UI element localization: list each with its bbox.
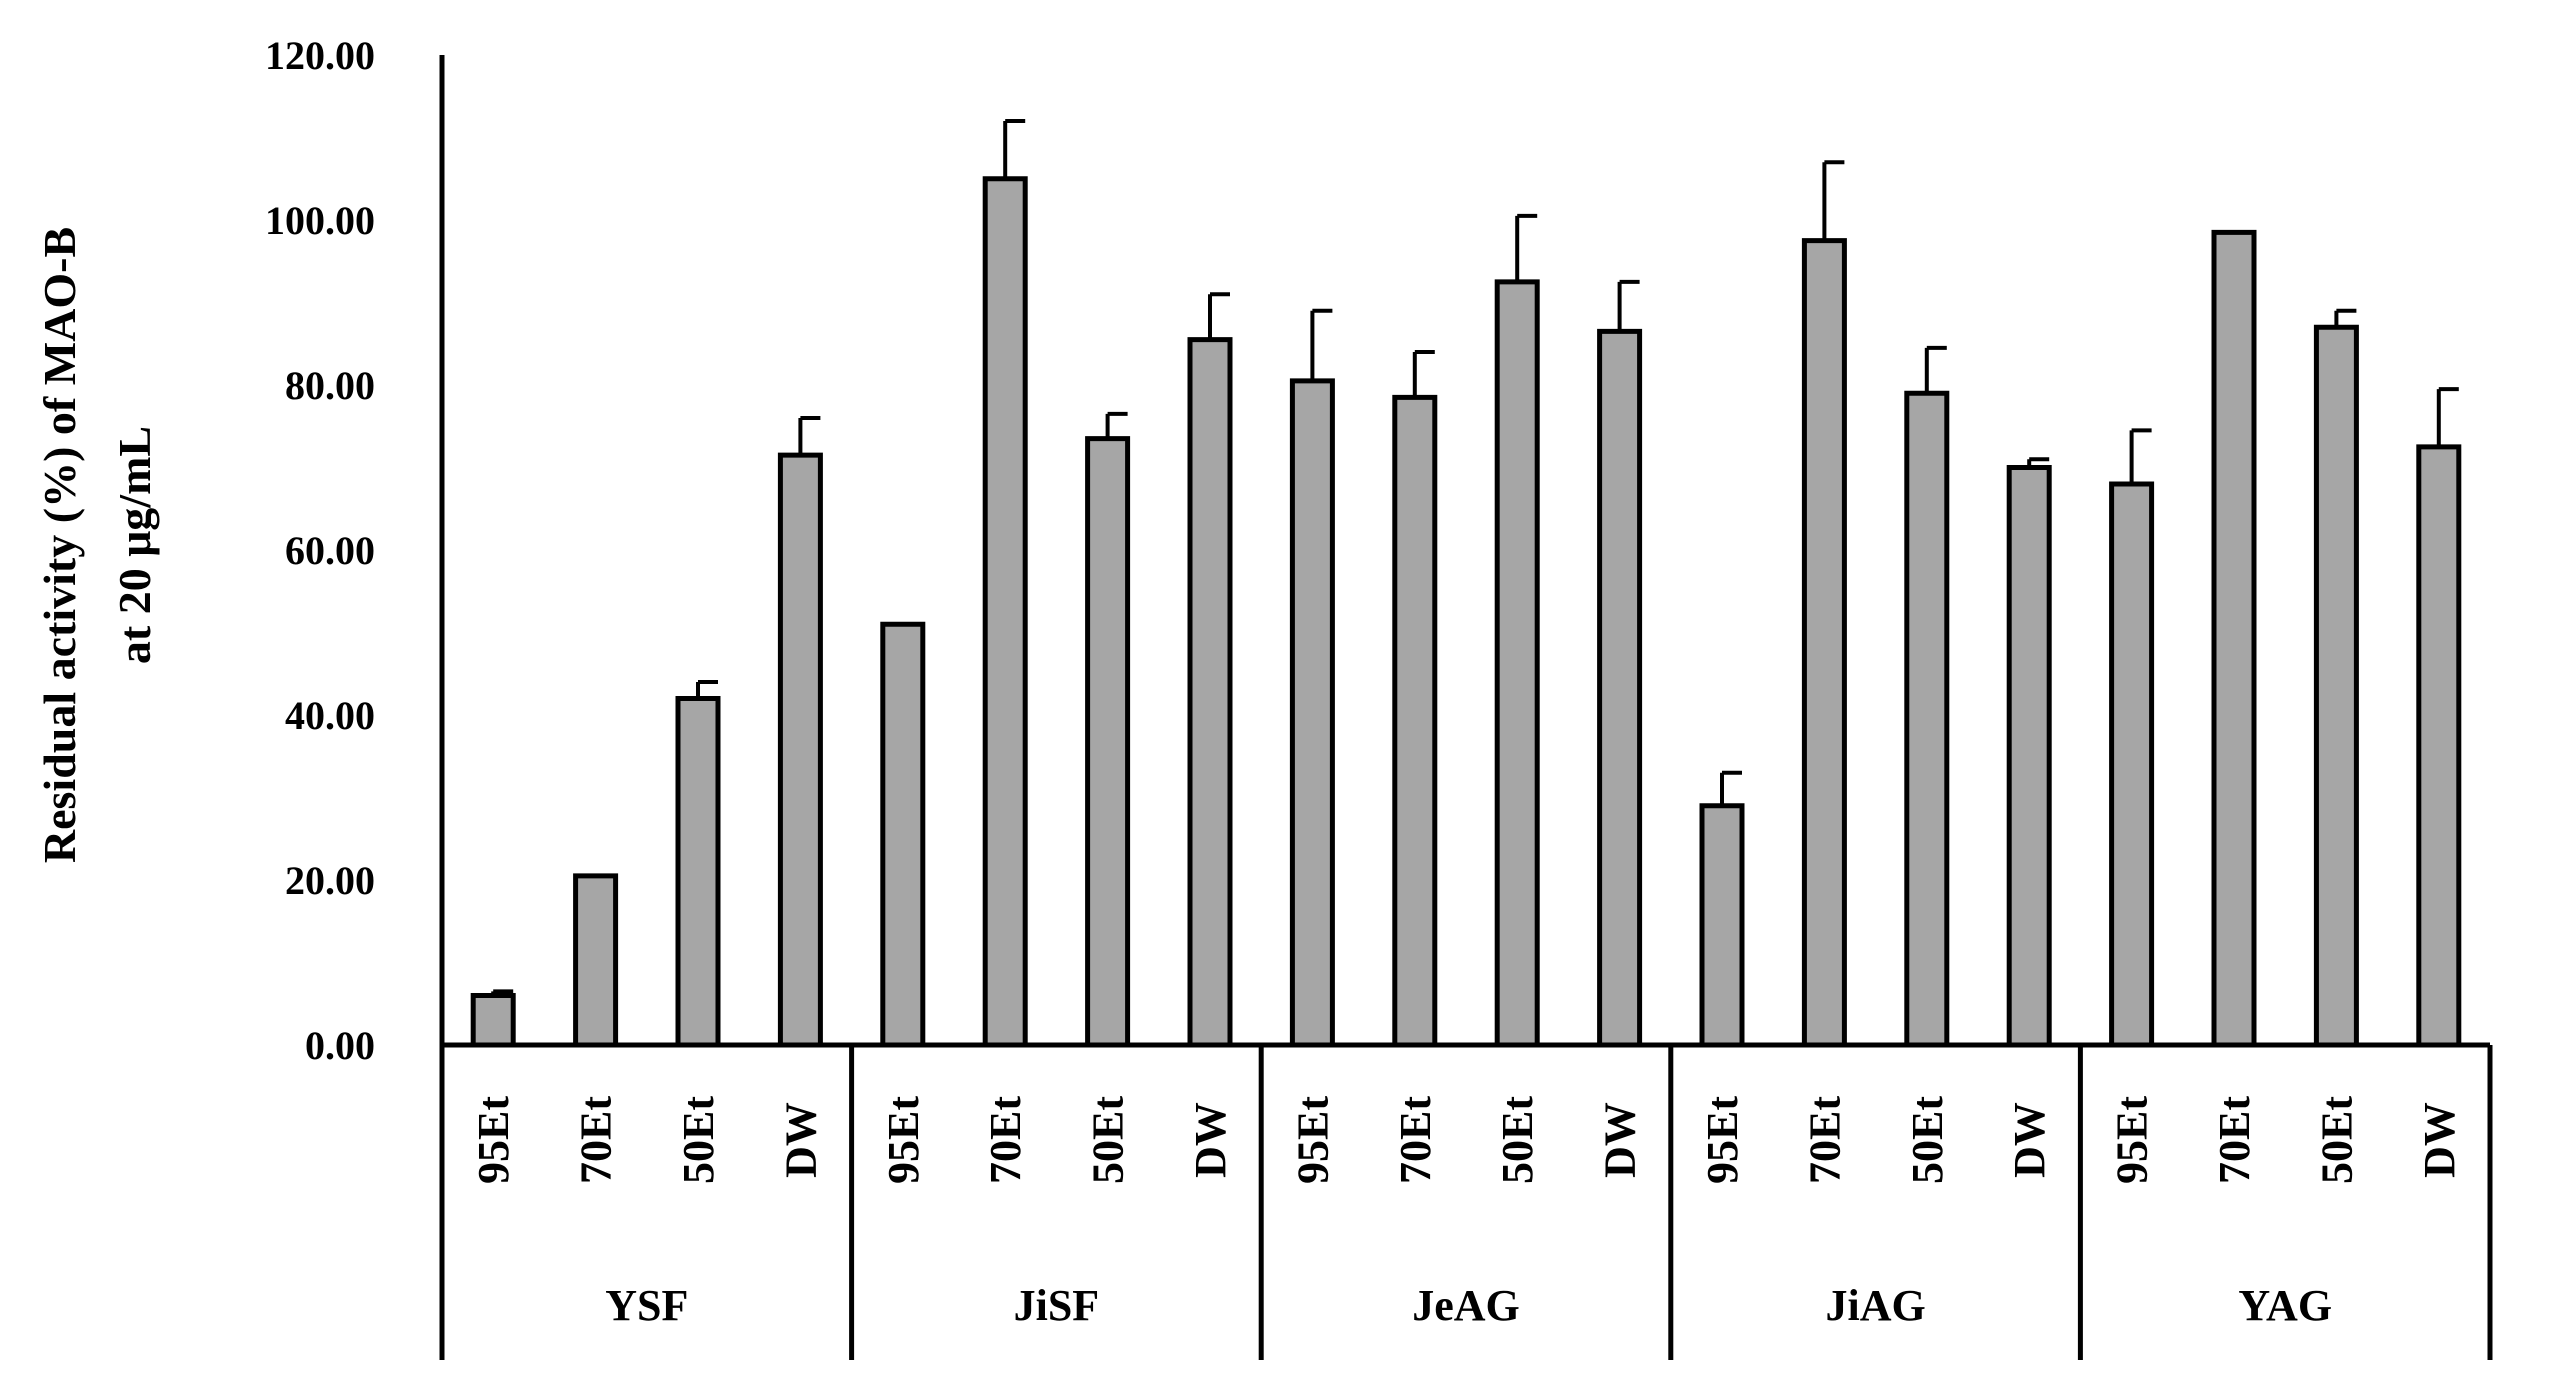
bar	[2109, 481, 2155, 1048]
x-category-label: 50Et	[2312, 1096, 2361, 1184]
error-bar	[1515, 213, 1538, 282]
x-category-label: 70Et	[1391, 1096, 1440, 1184]
y-tick-label: 120.00	[265, 33, 375, 78]
x-category-label: 70Et	[2210, 1096, 2259, 1184]
error-bar	[2027, 457, 2050, 468]
bar	[675, 696, 721, 1048]
x-category-label: 50Et	[1493, 1096, 1542, 1184]
x-category-label: DW	[2415, 1102, 2464, 1178]
axes	[439, 55, 2493, 1360]
x-category-label: 70Et	[572, 1096, 621, 1184]
y-tick-label: 0.00	[305, 1023, 375, 1068]
error-bar	[696, 680, 718, 699]
bar	[2211, 229, 2257, 1048]
y-axis-ticks: 0.00 20.00 40.00 60.00 80.00 100.00 120.00	[265, 33, 375, 1068]
x-group-label: JiAG	[1825, 1281, 1925, 1330]
x-category-label: 50Et	[1903, 1096, 1952, 1184]
x-category-label: DW	[2005, 1102, 2054, 1178]
x-category-label: 70Et	[981, 1096, 1030, 1184]
bar	[1801, 238, 1847, 1048]
bar	[2416, 444, 2462, 1048]
x-category-label: 95Et	[2108, 1096, 2157, 1184]
bar	[1904, 390, 1950, 1048]
x-category-label: 95Et	[879, 1096, 928, 1184]
bar	[470, 993, 516, 1048]
bar	[1597, 328, 1643, 1048]
error-bar	[491, 989, 514, 996]
error-bar	[1105, 411, 1128, 439]
y-tick-label: 60.00	[285, 528, 375, 573]
bar	[1494, 279, 1540, 1048]
bar	[2006, 465, 2052, 1048]
y-tick-label: 20.00	[285, 858, 375, 903]
bar	[573, 873, 619, 1048]
bar	[1289, 378, 1335, 1048]
group-dividers	[849, 1045, 2493, 1360]
x-group-label: YSF	[605, 1281, 688, 1330]
error-bar	[1822, 160, 1845, 241]
x-category-label: 50Et	[1084, 1096, 1133, 1184]
y-tick-label: 100.00	[265, 198, 375, 243]
error-bar	[798, 416, 821, 456]
y-axis-label-line-1: Residual activity (%) of MAO-B	[34, 227, 85, 863]
x-group-label: JiSF	[1014, 1281, 1100, 1330]
x-category-label: DW	[1186, 1102, 1235, 1178]
x-category-label: 95Et	[1288, 1096, 1337, 1184]
error-bar	[1003, 119, 1026, 179]
bars	[470, 176, 2462, 1048]
x-group-label: YAG	[2238, 1281, 2332, 1330]
group-labels: YSF JiSF JeAG JiAG YAG	[605, 1281, 2332, 1330]
bar	[1699, 803, 1745, 1048]
error-bar	[1924, 345, 1947, 394]
error-bar	[1310, 308, 1333, 381]
y-axis-label-line-2: at 20 μg/mL	[109, 426, 160, 664]
bar	[880, 621, 926, 1048]
x-category-label: 95Et	[469, 1096, 518, 1184]
error-bar	[2129, 428, 2152, 484]
bar	[1187, 337, 1233, 1048]
x-category-label: DW	[776, 1102, 825, 1178]
y-axis-label: Residual activity (%) of MAO-B at 20 μg/…	[34, 227, 160, 863]
bar	[1392, 394, 1438, 1048]
bar	[1085, 436, 1131, 1048]
error-bar	[2334, 308, 2357, 328]
error-bars	[491, 119, 2459, 996]
x-category-label: 70Et	[1800, 1096, 1849, 1184]
error-bar	[1720, 770, 1742, 806]
x-category-label: DW	[1596, 1102, 1645, 1178]
y-tick-label: 80.00	[285, 363, 375, 408]
bar	[2313, 324, 2359, 1048]
y-tick-label: 40.00	[285, 693, 375, 738]
x-group-label: JeAG	[1412, 1281, 1520, 1330]
bar	[777, 452, 823, 1048]
error-bar	[2436, 387, 2459, 447]
error-bar	[1208, 292, 1230, 340]
category-labels: 95Et 70Et 50Et DW 95Et 70Et 50Et DW 95Et 70Et 50Et…	[469, 1096, 2464, 1184]
error-bar	[1412, 350, 1435, 398]
error-bar	[1617, 279, 1640, 332]
x-category-label: 50Et	[674, 1096, 723, 1184]
bar	[982, 176, 1028, 1048]
x-category-label: 95Et	[1698, 1096, 1747, 1184]
